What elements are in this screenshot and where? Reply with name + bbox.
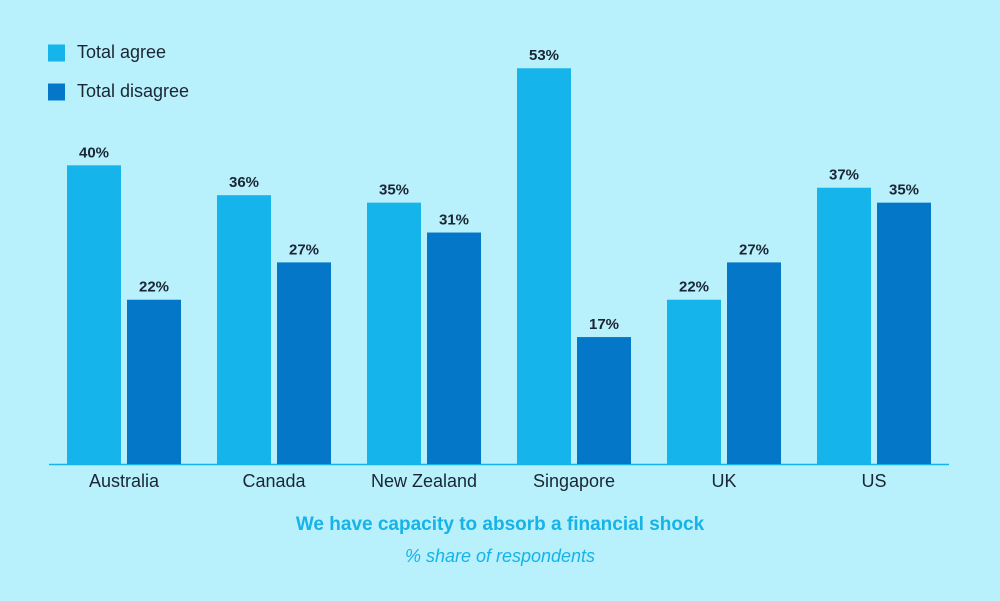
- x-tick-label: UK: [711, 471, 736, 491]
- legend-label: Total agree: [77, 42, 166, 62]
- bar: [577, 337, 631, 464]
- value-label: 40%: [79, 144, 109, 161]
- bar: [277, 262, 331, 464]
- bar: [217, 195, 271, 464]
- bar: [517, 68, 571, 465]
- bar: [427, 232, 481, 464]
- value-label: 53%: [529, 47, 559, 64]
- legend-swatch: [48, 83, 65, 101]
- x-tick-label: Australia: [89, 471, 160, 491]
- bar: [67, 165, 121, 465]
- x-tick-label: Singapore: [533, 471, 615, 491]
- chart-title: We have capacity to absorb a financial s…: [296, 514, 705, 535]
- value-label: 37%: [829, 167, 859, 184]
- x-tick-label: Canada: [242, 471, 306, 491]
- bar: [877, 202, 931, 464]
- bar: [127, 299, 181, 464]
- value-label: 35%: [889, 182, 919, 199]
- value-label: 35%: [379, 182, 409, 199]
- bar: [367, 202, 421, 464]
- value-label: 22%: [679, 279, 709, 296]
- value-label: 27%: [739, 241, 769, 258]
- x-tick-label: US: [861, 471, 886, 491]
- x-tick-label: New Zealand: [371, 471, 477, 491]
- value-label: 31%: [439, 212, 469, 229]
- bar: [667, 299, 721, 464]
- legend-label: Total disagree: [77, 81, 189, 101]
- chart-subtitle: % share of respondents: [405, 546, 595, 566]
- value-label: 27%: [289, 241, 319, 258]
- bar: [817, 187, 871, 464]
- value-label: 36%: [229, 174, 259, 191]
- value-label: 22%: [139, 279, 169, 296]
- legend-swatch: [48, 44, 65, 62]
- bar: [727, 262, 781, 464]
- value-label: 17%: [589, 316, 619, 333]
